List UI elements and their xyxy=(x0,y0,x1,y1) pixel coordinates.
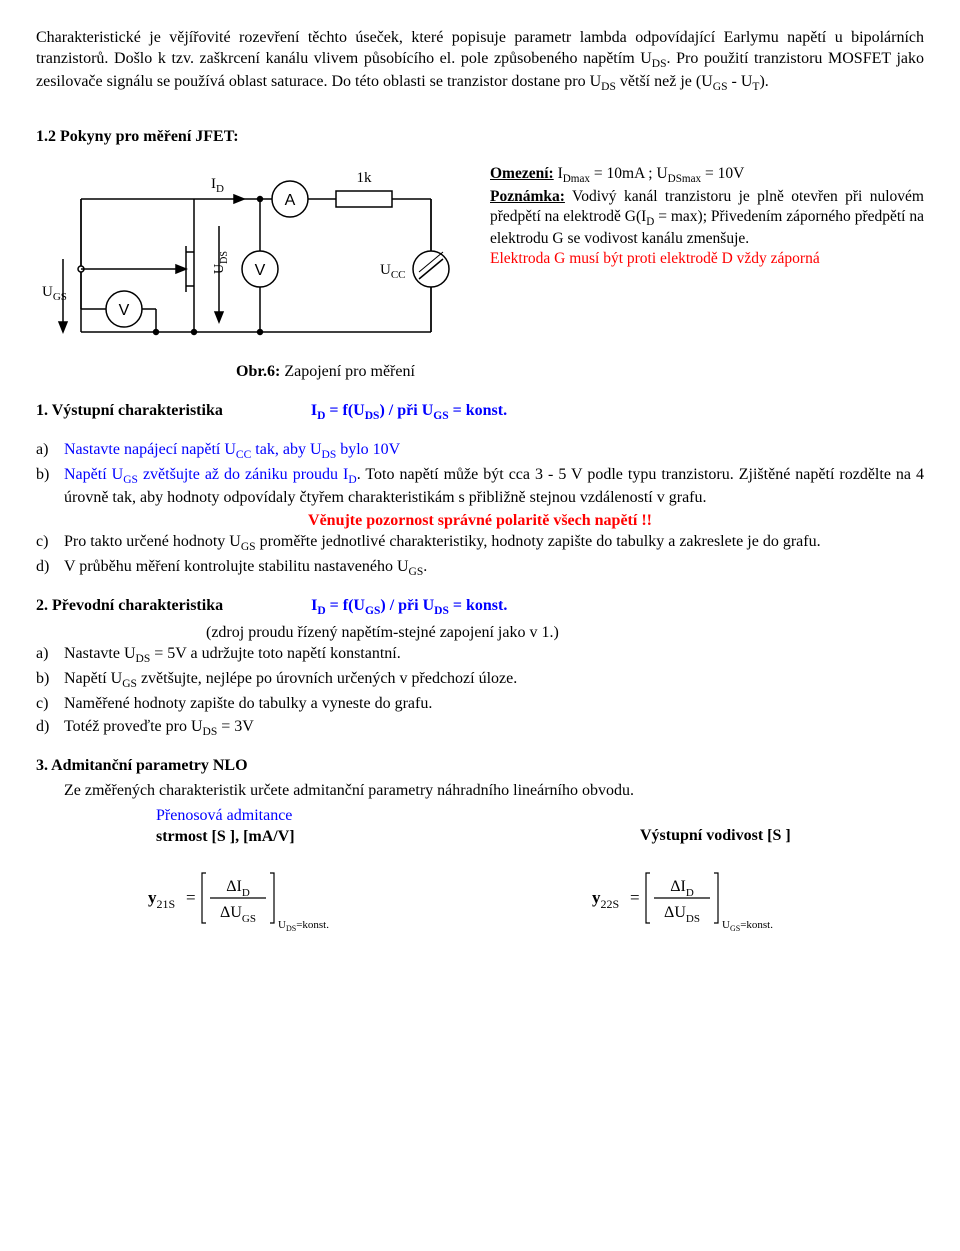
svg-text:ΔUDS: ΔUDS xyxy=(664,904,700,925)
svg-text:ΔID: ΔID xyxy=(226,878,250,899)
svg-text:V: V xyxy=(255,262,266,279)
eq-y22: y22S = ΔID ΔUDS UGS=konst. xyxy=(592,865,812,931)
svg-text:UGS=konst.: UGS=konst. xyxy=(722,919,773,933)
svg-text:ID: ID xyxy=(211,176,224,195)
svg-text:ΔUGS: ΔUGS xyxy=(220,904,256,925)
svg-text:A: A xyxy=(285,192,296,209)
s1-item-d: d) V průběhu měření kontrolujte stabilit… xyxy=(36,557,924,580)
eq-y21: y21S = ΔID ΔUGS UDS=konst. xyxy=(148,865,368,931)
admittance-label-2: Výstupní vodivost [S ] xyxy=(640,826,960,847)
s2-item-a: a) Nastavte UDS = 5V a udržujte toto nap… xyxy=(36,644,924,667)
figure-caption-6: Obr.6: Zapojení pro měření xyxy=(236,362,924,383)
svg-text:1k: 1k xyxy=(357,170,373,186)
equations-row: y21S = ΔID ΔUGS UDS=konst. y22S = ΔID ΔU… xyxy=(36,865,924,931)
svg-text:ΔID: ΔID xyxy=(670,878,694,899)
svg-text:=: = xyxy=(630,888,640,907)
section-2-title: 2. Převodní charakteristika ID = f(UGS) … xyxy=(36,596,924,619)
s1-item-b: b) Napětí UGS zvětšujte až do zániku pro… xyxy=(36,465,924,509)
s1-item-a: a) Nastavte napájecí napětí UCC tak, aby… xyxy=(36,440,924,463)
section-3-title: 3. Admitanční parametry NLO xyxy=(36,756,924,777)
heading-1-2: 1.2 Pokyny pro měření JFET: xyxy=(36,127,924,148)
svg-text:=: = xyxy=(186,888,196,907)
svg-text:UDS: UDS xyxy=(212,251,230,274)
s2-item-c: c) Naměřené hodnoty zapište do tabulky a… xyxy=(36,694,924,715)
circuit-note: Omezení: IDmax = 10mA ; UDSmax = 10V Poz… xyxy=(490,164,924,270)
s2-item-d: d) Totéž proveďte pro UDS = 3V xyxy=(36,717,924,740)
svg-text:y21S: y21S xyxy=(148,888,175,911)
svg-text:y22S: y22S xyxy=(592,888,619,911)
intro-paragraph: Charakteristické je vějířovité rozevření… xyxy=(36,28,924,95)
polarity-warning: Věnujte pozornost správné polaritě všech… xyxy=(36,511,924,532)
admittance-label-1a: Přenosová admitance xyxy=(156,806,600,827)
s2-note: (zdroj proudu řízený napětím-stejné zapo… xyxy=(206,623,924,644)
s3-body: Ze změřených charakteristik určete admit… xyxy=(64,781,924,802)
circuit-diagram: A 1k V xyxy=(36,164,466,354)
s2-item-b: b) Napětí UGS zvětšujte, nejlépe po úrov… xyxy=(36,669,924,692)
s1-item-c: c) Pro takto určené hodnoty UGS proměřte… xyxy=(36,532,924,555)
svg-text:UCC: UCC xyxy=(380,262,406,281)
section-1-title: 1. Výstupní charakteristika ID = f(UDS) … xyxy=(36,401,924,424)
svg-text:V: V xyxy=(119,302,130,319)
svg-text:UDS=konst.: UDS=konst. xyxy=(278,919,329,933)
red-warning-1: Elektroda G musí být proti elektrodě D v… xyxy=(490,250,820,267)
admittance-label-1b: strmost [S ], [mA/V] xyxy=(156,827,600,848)
